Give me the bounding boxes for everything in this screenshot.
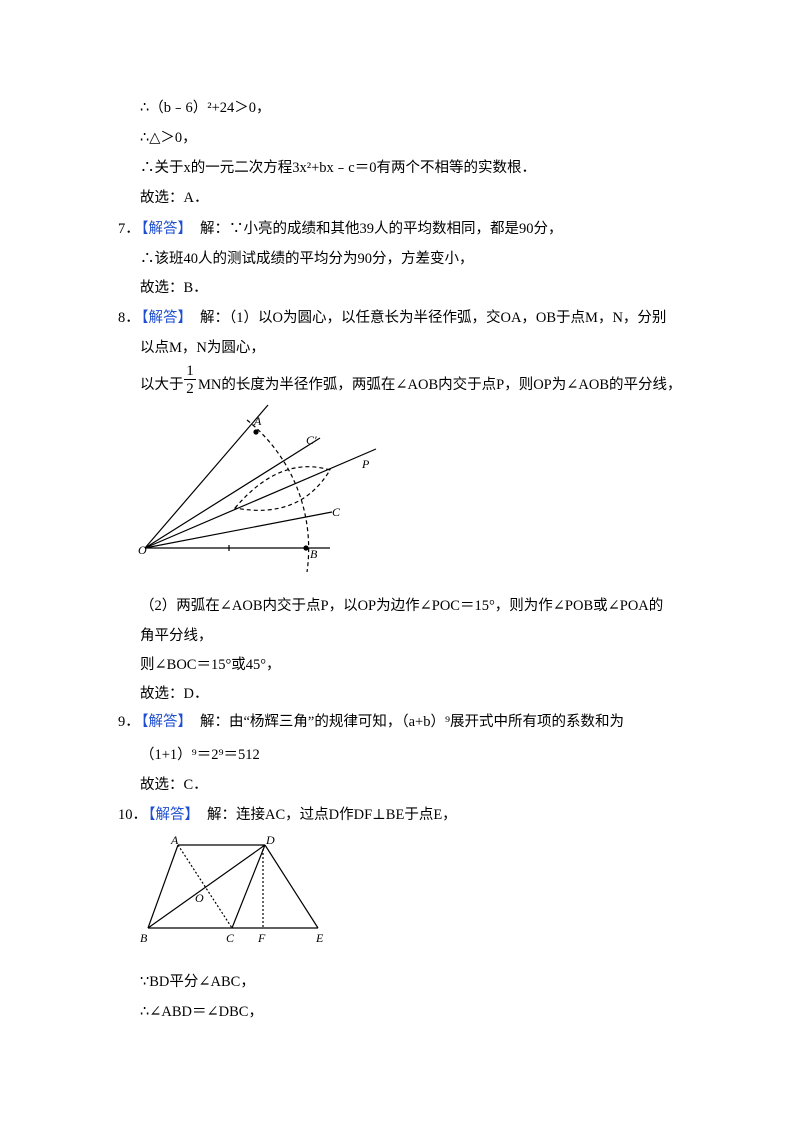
point-label: P bbox=[361, 457, 370, 471]
answer-tag: 【解答】 bbox=[134, 221, 192, 237]
text-line: 解：由“杨辉三角”的规律可知，（a+b）⁹展开式中所有项的系数和为 bbox=[200, 714, 625, 730]
item-number: 9． bbox=[118, 714, 140, 730]
text-line: 故选：A． bbox=[140, 190, 209, 206]
point-label: O bbox=[195, 891, 204, 905]
text-line: 角平分线， bbox=[140, 628, 213, 644]
item-number: 10． bbox=[118, 807, 147, 823]
text-line: 故选：D． bbox=[140, 686, 209, 702]
point-label: F bbox=[257, 931, 266, 945]
point-label: C bbox=[332, 505, 341, 519]
point-label: B bbox=[140, 931, 148, 945]
text-line: 解：连接AC，过点D作DF⊥BE于点E， bbox=[207, 807, 457, 823]
point-label: E bbox=[315, 931, 324, 945]
point-label: B bbox=[310, 547, 318, 561]
text-line: （1+1）⁹＝2⁹＝512 bbox=[140, 747, 260, 763]
answer-tag: 【解答】 bbox=[141, 807, 199, 823]
angle-figure bbox=[144, 404, 377, 573]
point-label: A bbox=[170, 833, 179, 847]
text-line: ∴△＞0， bbox=[140, 130, 197, 146]
point-label: C′ bbox=[306, 433, 317, 447]
item-number: 8． bbox=[118, 310, 140, 326]
point-label: D bbox=[265, 833, 275, 847]
text-line: 解：（1）以O为圆心，以任意长为半径作弧，交OA，OB于点M，N，分别 bbox=[200, 310, 667, 326]
text-line: 故选：B． bbox=[140, 280, 208, 296]
text-line: ∵BD平分∠ABC， bbox=[140, 974, 255, 990]
text-line: ∴该班40人的测试成绩的平均分为90分，方差变小， bbox=[140, 251, 474, 267]
point-label: C bbox=[226, 931, 235, 945]
text-line: 以点M，N为圆心， bbox=[140, 340, 265, 356]
point-label: O bbox=[138, 543, 147, 557]
fraction-numerator: 1 bbox=[184, 364, 196, 380]
text-line: （2）两弧在∠AOB内交于点P，以OP为边作∠POC＝15°，则为作∠POB或∠… bbox=[140, 598, 664, 614]
fraction-denominator: 2 bbox=[186, 381, 194, 397]
text-line: 则∠BOC＝15°或45°， bbox=[140, 657, 281, 673]
text-line: 以大于 bbox=[140, 377, 184, 393]
point-label: A bbox=[253, 414, 262, 428]
trapezoid-figure bbox=[147, 844, 319, 929]
answer-tag: 【解答】 bbox=[134, 714, 192, 730]
text-line: MN的长度为半径作弧，两弧在∠AOB内交于点P，则OP为∠AOB的平分线， bbox=[198, 377, 682, 393]
answer-tag: 【解答】 bbox=[134, 310, 192, 326]
text-line: 解：∵小亮的成绩和其他39人的平均数相同，都是90分， bbox=[200, 221, 563, 237]
text-line: ∴关于x的一元二次方程3x²+bx﹣c＝0有两个不相等的实数根． bbox=[140, 160, 536, 176]
text-line: ∴∠ABD＝∠DBC， bbox=[140, 1004, 263, 1020]
text-line: 故选：C． bbox=[140, 777, 208, 793]
text-line: ∴（b﹣6）²+24＞0， bbox=[140, 100, 271, 116]
item-number: 7． bbox=[118, 221, 140, 237]
